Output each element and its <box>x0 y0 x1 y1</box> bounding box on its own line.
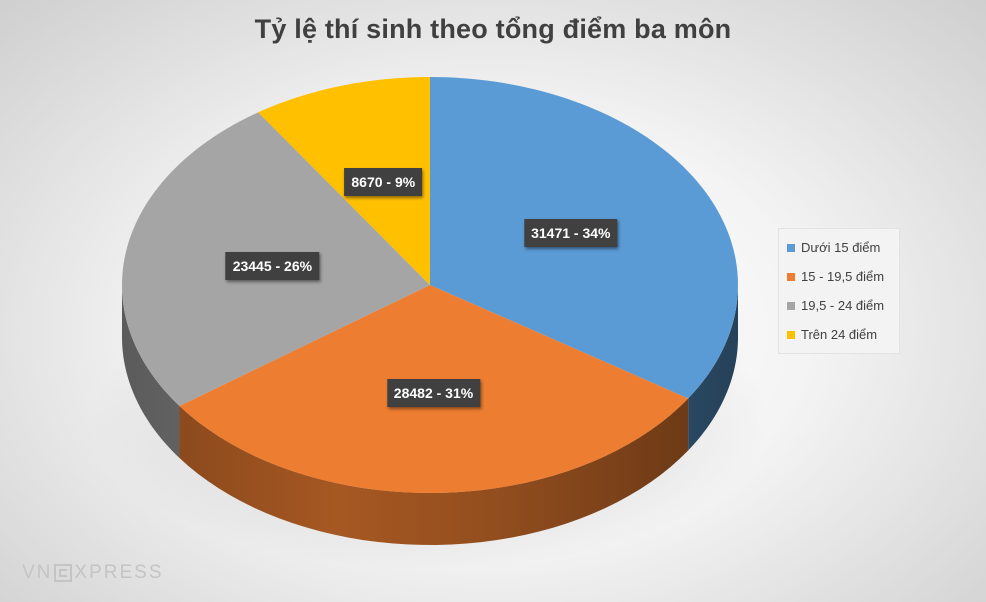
legend-entry: Trên 24 điểm <box>787 320 891 349</box>
watermark-right: XPRESS <box>74 562 164 583</box>
legend-label-2: 15 - 19,5 điểm <box>801 269 885 284</box>
legend-swatch-1 <box>787 243 795 252</box>
data-label-4: 8670 - 9% <box>344 167 423 196</box>
data-label-2: 28482 - 31% <box>386 379 481 408</box>
legend-entry: 15 - 19,5 điểm <box>787 262 891 291</box>
legend-swatch-3 <box>787 301 795 310</box>
data-label-1: 31471 - 34% <box>524 219 618 248</box>
legend-swatch-2 <box>787 272 795 281</box>
data-label-3: 23445 - 26% <box>225 251 320 280</box>
legend-label-4: Trên 24 điểm <box>801 327 878 342</box>
watermark-left: VN <box>22 562 53 583</box>
legend-label-3: 19,5 - 24 điểm <box>801 298 885 313</box>
pie-side-3 <box>122 285 180 459</box>
legend-entry: 19,5 - 24 điểm <box>787 291 891 320</box>
legend-swatch-4 <box>787 330 795 339</box>
chart-title: Tỷ lệ thí sinh theo tổng điểm ba môn <box>254 14 732 44</box>
pie-slice-4 <box>258 77 430 285</box>
vnexpress-watermark: VN XPRESS <box>22 562 164 584</box>
legend-entry: Dưới 15 điểm <box>787 233 891 262</box>
chart-legend: Dưới 15 điểm 15 - 19,5 điểm 19,5 - 24 đi… <box>778 228 900 354</box>
legend-label-1: Dưới 15 điểm <box>801 240 881 255</box>
pie-side-1 <box>688 285 738 451</box>
vnexpress-logo-icon <box>54 564 73 582</box>
pie-side-2 <box>179 398 689 545</box>
